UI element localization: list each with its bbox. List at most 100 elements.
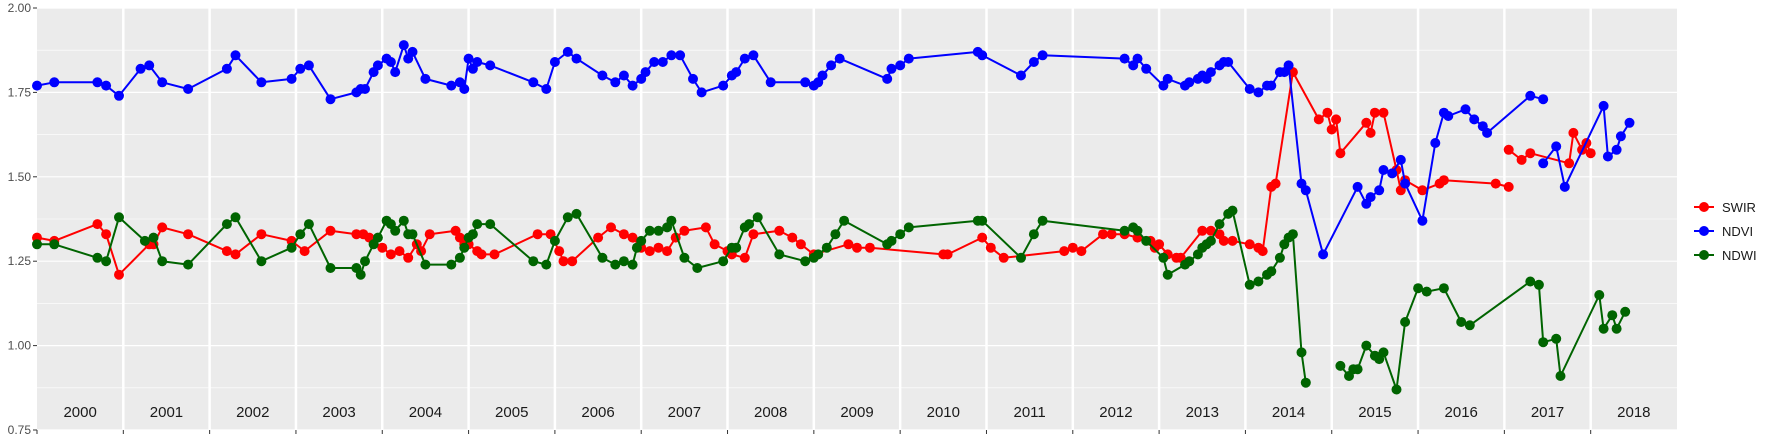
ndwi-point xyxy=(1296,347,1307,358)
ndwi-point xyxy=(49,239,60,250)
year-label: 2008 xyxy=(754,404,787,421)
y-tick-label: 1.75 xyxy=(8,85,32,99)
swir-point xyxy=(1369,107,1380,118)
swir-point xyxy=(351,229,362,240)
ndwi-point xyxy=(355,269,366,280)
ndvi-point xyxy=(1028,57,1039,67)
swir-point xyxy=(748,229,759,240)
year-label: 2007 xyxy=(668,404,701,421)
swir-point xyxy=(1098,229,1108,240)
ndwi-point xyxy=(1620,306,1631,317)
ndvi-point xyxy=(92,77,103,88)
swir-point xyxy=(1335,148,1346,159)
ndwi-point xyxy=(420,259,431,270)
legend-label: SWIR xyxy=(1722,200,1756,215)
ndvi-point xyxy=(485,60,496,71)
swir-point xyxy=(299,246,310,257)
year-label: 2009 xyxy=(840,404,873,421)
ndvi-point xyxy=(731,67,742,78)
swir-point xyxy=(554,246,565,257)
legend-item-ndvi: NDVI xyxy=(1694,224,1753,239)
ndwi-point xyxy=(627,259,638,270)
ndvi-point xyxy=(1598,100,1609,111)
ndvi-point xyxy=(882,73,893,84)
swir-point xyxy=(325,225,336,236)
ndvi-point xyxy=(1525,90,1536,101)
swir-point xyxy=(606,222,616,233)
ndvi-point xyxy=(1244,84,1255,94)
swir-point xyxy=(1568,127,1579,138)
ndwi-point xyxy=(407,229,418,240)
ndwi-point xyxy=(1335,360,1346,371)
ndvi-point xyxy=(1615,131,1626,142)
series-ndvi xyxy=(32,40,1635,260)
ndvi-point xyxy=(618,70,629,81)
year-label: 2012 xyxy=(1099,404,1132,421)
ndwi-point xyxy=(1214,219,1225,230)
ndwi-point xyxy=(1184,256,1195,267)
swir-point xyxy=(1378,107,1389,118)
swir-point xyxy=(774,225,785,236)
ndvi-point xyxy=(765,77,776,88)
ndvi-point xyxy=(325,94,336,105)
ndvi-point xyxy=(1141,63,1152,74)
year-label: 2006 xyxy=(581,404,614,421)
swir-point xyxy=(644,246,655,257)
ndwi-point xyxy=(562,212,573,223)
ndwi-point xyxy=(1607,310,1618,321)
ndwi-point xyxy=(541,259,552,270)
ndwi-point xyxy=(1132,225,1143,236)
ndvi-point xyxy=(1417,215,1428,226)
swir-point xyxy=(787,232,798,243)
ndwi-point xyxy=(1274,252,1285,263)
ndwi-point xyxy=(618,256,629,267)
swir-point xyxy=(1564,158,1575,169)
swir-point xyxy=(558,256,569,267)
ndwi-point xyxy=(92,252,103,263)
swir-point xyxy=(476,249,487,260)
ndwi-point xyxy=(813,249,824,260)
year-label: 2005 xyxy=(495,404,528,421)
swir-point xyxy=(1270,178,1281,189)
ndwi-point xyxy=(653,225,664,236)
ndwi-point xyxy=(1158,252,1169,263)
ndvi-point xyxy=(666,50,677,61)
swir-point xyxy=(1227,235,1238,246)
ndvi-point xyxy=(1387,168,1398,179)
ndvi-point xyxy=(398,40,409,51)
ndwi-point xyxy=(744,219,755,230)
swir-point xyxy=(1438,175,1449,186)
year-label: 2002 xyxy=(236,404,269,421)
ndvi-point xyxy=(1378,165,1389,175)
swir-point xyxy=(998,252,1009,263)
ndwi-point xyxy=(1555,371,1566,381)
ndvi-point xyxy=(1395,154,1406,165)
swir-point xyxy=(385,249,396,260)
ndvi-point xyxy=(1551,141,1562,152)
ndwi-point xyxy=(528,256,539,267)
ndvi-point xyxy=(1162,73,1173,84)
ndwi-point xyxy=(800,256,811,267)
ndwi-point xyxy=(1594,290,1605,300)
ndvi-point xyxy=(748,50,759,61)
ndwi-point xyxy=(485,219,496,230)
swir-point xyxy=(1106,229,1117,240)
ndvi-point xyxy=(688,73,698,84)
ndvi-point xyxy=(826,60,837,71)
swir-point xyxy=(1322,107,1333,118)
ndwi-point xyxy=(1438,283,1449,294)
ndvi-point xyxy=(1253,87,1264,98)
year-label: 2014 xyxy=(1272,404,1305,421)
swir-point xyxy=(977,232,988,243)
swir-point xyxy=(1067,242,1078,253)
swir-point xyxy=(532,229,543,240)
ndwi-point xyxy=(1525,276,1536,287)
ndwi-point xyxy=(731,242,742,253)
swir-point xyxy=(942,249,953,260)
swir-point xyxy=(394,246,405,257)
ndvi-point xyxy=(1352,181,1363,192)
ndvi-point xyxy=(1460,104,1471,115)
ndvi-point xyxy=(649,57,660,67)
ndwi-point xyxy=(886,235,897,246)
ndwi-point xyxy=(1300,377,1311,388)
